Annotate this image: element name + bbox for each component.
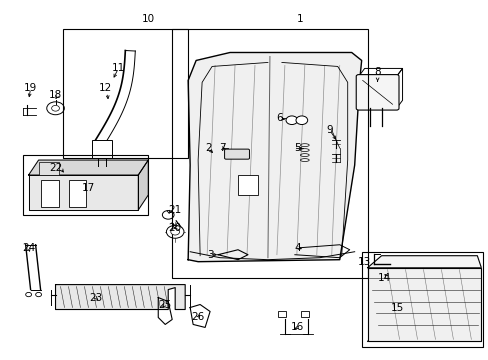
Polygon shape xyxy=(367,256,480,268)
Text: 2: 2 xyxy=(204,143,211,153)
Text: 16: 16 xyxy=(291,323,304,332)
Text: 24: 24 xyxy=(22,243,35,253)
Bar xyxy=(300,311,308,318)
Circle shape xyxy=(47,102,64,115)
Bar xyxy=(22,155,148,215)
Text: 15: 15 xyxy=(390,302,404,312)
Bar xyxy=(277,311,285,318)
Polygon shape xyxy=(367,268,480,341)
Text: 10: 10 xyxy=(142,14,155,24)
Bar xyxy=(361,252,482,347)
Bar xyxy=(39,162,59,175)
Polygon shape xyxy=(138,160,148,210)
Polygon shape xyxy=(56,285,185,310)
Text: 23: 23 xyxy=(89,293,102,302)
Bar xyxy=(92,140,112,158)
Text: 1: 1 xyxy=(296,14,303,24)
Text: 8: 8 xyxy=(373,67,380,77)
Polygon shape xyxy=(29,160,148,175)
Text: 22: 22 xyxy=(49,163,62,173)
Bar xyxy=(172,28,367,278)
Polygon shape xyxy=(188,53,361,262)
Bar xyxy=(41,180,59,207)
Circle shape xyxy=(26,292,32,297)
Text: 26: 26 xyxy=(191,312,204,323)
Text: 12: 12 xyxy=(99,84,112,93)
Text: 6: 6 xyxy=(276,113,283,123)
Text: 11: 11 xyxy=(111,63,125,73)
Circle shape xyxy=(162,211,174,219)
Circle shape xyxy=(166,225,183,238)
Text: 3: 3 xyxy=(206,250,213,260)
Text: 21: 21 xyxy=(168,205,182,215)
Text: 7: 7 xyxy=(218,143,225,153)
Text: 25: 25 xyxy=(158,300,171,310)
Circle shape xyxy=(295,116,307,125)
Bar xyxy=(62,28,188,158)
Bar xyxy=(68,180,86,207)
Bar xyxy=(238,175,258,195)
Circle shape xyxy=(36,292,41,297)
FancyBboxPatch shape xyxy=(356,75,398,110)
Circle shape xyxy=(52,105,60,111)
Polygon shape xyxy=(29,175,138,210)
Text: 17: 17 xyxy=(81,183,95,193)
Text: 4: 4 xyxy=(294,243,301,253)
Text: 19: 19 xyxy=(24,84,37,93)
Circle shape xyxy=(285,116,297,125)
Text: 18: 18 xyxy=(49,90,62,100)
Polygon shape xyxy=(367,329,480,341)
FancyBboxPatch shape xyxy=(224,149,249,159)
Circle shape xyxy=(170,229,179,235)
Text: 13: 13 xyxy=(357,257,370,267)
Text: 9: 9 xyxy=(326,125,332,135)
Text: 14: 14 xyxy=(377,273,390,283)
Text: 20: 20 xyxy=(168,223,182,233)
Text: 5: 5 xyxy=(294,143,301,153)
